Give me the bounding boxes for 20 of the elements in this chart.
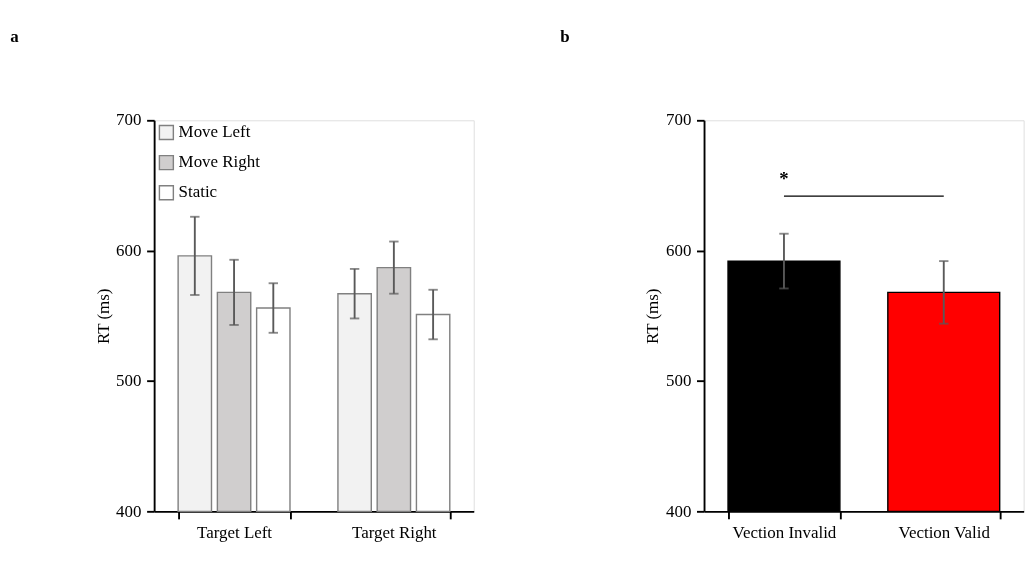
y-tick-label: 600 xyxy=(666,240,692,260)
y-axis-title: RT (ms) xyxy=(93,288,113,345)
y-tick-label: 400 xyxy=(666,501,692,521)
x-tick-label: Target Right xyxy=(352,523,437,543)
text: b xyxy=(560,27,570,47)
legend-label: Move Left xyxy=(178,122,251,142)
y-tick-label: 600 xyxy=(116,240,142,260)
annotation: * xyxy=(779,167,789,189)
y-tick-label: 500 xyxy=(666,371,692,391)
y-tick-label: 500 xyxy=(116,371,142,391)
legend-label: Static xyxy=(178,182,218,202)
x-tick-label: Target Left xyxy=(197,523,273,543)
y-axis-title: RT (ms) xyxy=(643,288,663,345)
x-tick-label: Vection Invalid xyxy=(732,523,837,543)
y-tick-label: 400 xyxy=(116,501,142,521)
x-tick-label: Vection Valid xyxy=(898,523,991,543)
y-tick-label: 700 xyxy=(116,110,142,130)
y-tick-label: 700 xyxy=(666,110,692,130)
legend-label: Move Right xyxy=(178,152,261,172)
text: a xyxy=(10,27,20,47)
